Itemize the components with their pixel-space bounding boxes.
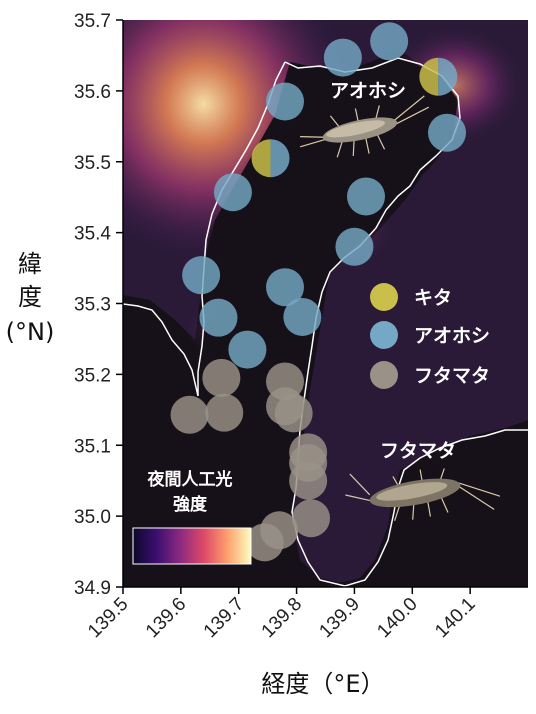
legend-swatch-futamata bbox=[370, 361, 398, 389]
x-axis-ticks: 139.5 139.6 139.7 139.8 139.9 140.0 140.1 bbox=[84, 587, 480, 642]
site-point bbox=[228, 330, 267, 369]
site-point bbox=[323, 38, 362, 77]
legend-swatch-aohoshi bbox=[370, 321, 398, 349]
colorbar-title-line1: 夜間人工光 bbox=[147, 469, 233, 490]
site-point-aohoshi bbox=[438, 57, 458, 96]
x-tick-label: 139.6 bbox=[142, 594, 190, 642]
colorbar-title-line2: 強度 bbox=[173, 494, 208, 515]
label-aohoshi: アオホシ bbox=[330, 80, 406, 102]
site-point bbox=[213, 173, 252, 212]
x-tick-label: 140.1 bbox=[431, 594, 479, 642]
site-point bbox=[283, 297, 322, 336]
y-tick-label: 35.5 bbox=[74, 153, 111, 174]
x-axis-title: 経度（°E） bbox=[261, 670, 384, 698]
y-axis-title-line3: (°N) bbox=[6, 318, 55, 346]
site-point-aohoshi bbox=[270, 139, 290, 178]
site-point bbox=[199, 298, 238, 337]
site-point bbox=[428, 113, 466, 152]
isopod-aohoshi-illustration bbox=[300, 95, 430, 158]
site-point bbox=[266, 268, 304, 307]
y-tick-label: 35.3 bbox=[74, 295, 111, 316]
legend-label-aohoshi: アオホシ bbox=[414, 325, 490, 347]
x-tick-label: 139.5 bbox=[84, 594, 132, 642]
site-point bbox=[182, 256, 221, 295]
colorbar-gradient bbox=[132, 527, 252, 565]
site-point bbox=[274, 394, 313, 433]
site-point bbox=[370, 22, 409, 61]
y-axis-title-line2: 度 bbox=[18, 283, 42, 311]
site-point bbox=[202, 358, 241, 397]
y-axis-ticks: 35.7 35.6 35.5 35.4 35.3 35.2 35.1 35.0 34.9 bbox=[74, 11, 123, 599]
legend-label-futamata: フタマタ bbox=[414, 365, 490, 387]
y-axis-title-line1: 緯 bbox=[18, 250, 42, 278]
x-tick-label: 139.8 bbox=[258, 594, 306, 642]
legend-label-kita: キタ bbox=[414, 287, 452, 309]
coastline-west bbox=[123, 61, 286, 397]
site-point bbox=[335, 227, 374, 266]
isopod-futamata-illustration bbox=[345, 468, 501, 522]
site-point bbox=[170, 395, 209, 434]
legend: キタ アオホシ フタマタ bbox=[370, 283, 490, 389]
x-tick-label: 139.7 bbox=[200, 594, 248, 642]
x-tick-label: 139.9 bbox=[315, 594, 363, 642]
tokyo-bay bbox=[123, 58, 528, 587]
y-tick-label: 35.6 bbox=[74, 82, 111, 103]
y-tick-label: 35.0 bbox=[74, 507, 111, 528]
site-point-kita bbox=[251, 139, 271, 178]
colorbar: 夜間人工光 強度 bbox=[132, 469, 252, 565]
site-point bbox=[266, 82, 304, 121]
site-point bbox=[292, 499, 331, 538]
y-tick-label: 35.1 bbox=[74, 436, 111, 457]
site-point bbox=[245, 523, 284, 562]
site-point bbox=[289, 461, 328, 500]
label-futamata: フタマタ bbox=[380, 440, 456, 462]
y-tick-label: 34.9 bbox=[74, 578, 111, 599]
sampling-sites bbox=[170, 22, 466, 562]
site-point-kita bbox=[419, 57, 439, 96]
site-point bbox=[347, 177, 385, 216]
y-tick-label: 35.4 bbox=[74, 224, 111, 245]
y-tick-label: 35.2 bbox=[74, 365, 111, 386]
site-point bbox=[205, 393, 244, 432]
y-tick-label: 35.7 bbox=[74, 11, 111, 32]
x-tick-label: 140.0 bbox=[373, 594, 421, 642]
legend-swatch-kita bbox=[370, 283, 398, 311]
